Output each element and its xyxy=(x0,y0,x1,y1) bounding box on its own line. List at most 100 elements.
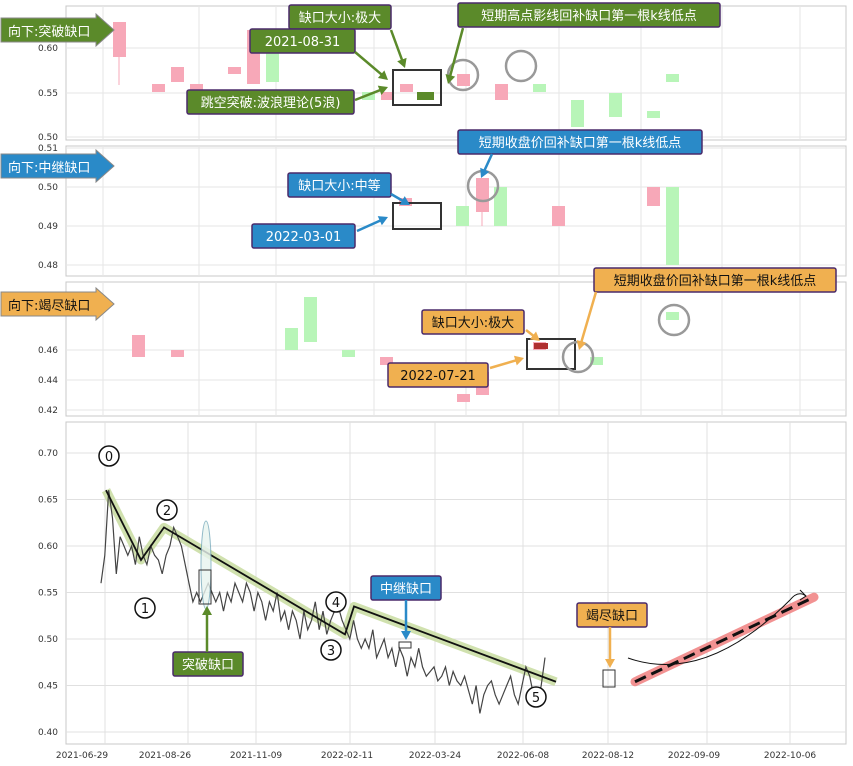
panel-0-candle xyxy=(666,74,679,82)
anno-0-1-box xyxy=(457,2,721,28)
main-arrow-2-head xyxy=(605,659,615,668)
panel-2-ytick-2: 0.46 xyxy=(38,346,58,356)
arrow-0-2-line xyxy=(354,51,385,78)
projection-line xyxy=(634,595,815,684)
wave-circle-5 xyxy=(525,686,547,708)
panel-2-candle xyxy=(132,335,145,357)
main-arrow-1-head xyxy=(401,631,411,640)
panel-2-candle xyxy=(380,357,393,365)
wave-label-1: 1 xyxy=(141,602,149,617)
panel-1-candle xyxy=(494,187,507,226)
panel-2-ytick-0: 0.42 xyxy=(38,406,58,416)
main-label-2-box xyxy=(576,602,648,628)
anno-2-0-box xyxy=(593,267,837,293)
panel-1-ytick-2: 0.50 xyxy=(38,183,58,193)
gap-circle-1 xyxy=(504,49,538,83)
panel-0-ytick-2: 0.60 xyxy=(38,44,58,54)
wave-circle-4 xyxy=(325,591,347,613)
arrow-0-1-head xyxy=(445,74,456,84)
panel-2-ytick-1: 0.44 xyxy=(38,376,58,386)
panel-2-candle xyxy=(342,350,355,357)
anno-2-1-text: 缺口大小:极大 xyxy=(432,316,514,331)
panel-1-candle xyxy=(476,178,489,212)
main-ytick-3: 0.55 xyxy=(38,589,58,599)
arrow-0-0-head xyxy=(397,57,407,68)
panel-1-candle xyxy=(666,187,679,265)
panel-0-candle xyxy=(533,84,546,92)
main-ytick-0: 0.40 xyxy=(38,728,58,738)
gap-circle-4 xyxy=(657,303,691,337)
main-gap-box-1 xyxy=(398,641,412,649)
main-frame xyxy=(65,421,847,745)
panel-1-ytick-1: 0.49 xyxy=(38,222,58,232)
panel-tag-0-shape xyxy=(0,12,115,48)
anno-0-1-text: 短期高点影线回补缺口第一根k线低点 xyxy=(481,8,697,24)
main-ytick-1: 0.45 xyxy=(38,682,58,692)
main-label-0-text: 突破缺口 xyxy=(182,657,234,673)
panel-0-candle xyxy=(190,84,203,90)
panel-0-candle xyxy=(457,74,470,86)
panel-0-candle xyxy=(647,111,660,118)
projection-arc-head xyxy=(799,589,807,601)
anno-1-0-box xyxy=(457,129,703,155)
anno-1-1-text: 缺口大小:中等 xyxy=(298,178,380,194)
main-xtick-7: 2022-09-09 xyxy=(668,751,721,761)
arrow-1-2-line xyxy=(356,217,384,233)
arrow-2-0-head xyxy=(576,339,587,350)
gap-bar-exhaustion xyxy=(534,343,548,349)
wave-label-0: 0 xyxy=(105,450,113,465)
arrow-1-2-head xyxy=(377,216,388,226)
arrow-1-1-head xyxy=(399,196,410,205)
anno-1-0-text: 短期收盘价回补缺口第一根k线低点 xyxy=(479,135,682,151)
main-xtick-1: 2021-08-26 xyxy=(139,751,192,761)
anno-1-2-box xyxy=(251,223,356,249)
main-gap-box-2 xyxy=(602,669,616,688)
panel-0-candle xyxy=(113,22,126,57)
panel-0-candle xyxy=(571,100,584,127)
wave-label-3: 3 xyxy=(327,644,335,659)
panel-0-candle xyxy=(609,93,622,117)
panel-1-ytick-0: 0.48 xyxy=(38,261,58,271)
gap-box-breakaway xyxy=(392,69,442,106)
wave-label-4: 4 xyxy=(332,596,340,611)
arrow-2-1-head xyxy=(529,331,540,341)
anno-0-0-text: 缺口大小:极大 xyxy=(299,11,381,26)
panel-2-candle xyxy=(666,312,679,320)
main-xtick-0: 2021-06-29 xyxy=(56,751,109,761)
projection-arc xyxy=(627,593,807,665)
arrow-0-1-line xyxy=(448,27,465,80)
arrow-1-0-head xyxy=(480,167,490,178)
panel-0-candle xyxy=(495,84,508,100)
panel-tag-2-shape xyxy=(0,286,115,322)
panel-0-candle xyxy=(228,67,241,74)
panel-0-candle xyxy=(400,84,413,92)
arrow-0-3-head xyxy=(377,85,388,95)
anno-2-2-box xyxy=(387,362,489,388)
gap-ellipse-breakaway xyxy=(200,520,212,610)
main-xtick-8: 2022-10-06 xyxy=(764,751,817,761)
main-xtick-2: 2021-11-09 xyxy=(230,751,283,761)
main-xtick-3: 2022-02-11 xyxy=(321,751,373,761)
main-xtick-5: 2022-06-08 xyxy=(497,751,550,761)
panel-2-candle xyxy=(590,357,603,365)
arrow-2-2-head xyxy=(513,355,524,366)
anno-0-3-box xyxy=(186,89,355,115)
panel-frame-2 xyxy=(65,281,847,417)
wave-label-2: 2 xyxy=(163,504,171,519)
gap-bar-breakaway xyxy=(417,92,434,100)
main-label-1-text: 中继缺口 xyxy=(380,582,432,597)
panel-0-candle xyxy=(171,67,184,82)
anno-0-3-text: 跳空突破:波浪理论(5浪) xyxy=(201,95,341,111)
gap-box-runaway xyxy=(392,202,442,230)
arrow-0-3-line xyxy=(354,87,384,102)
anno-1-2-text: 2022-03-01 xyxy=(266,230,342,245)
panel-1-candle xyxy=(647,187,660,206)
wave-line xyxy=(105,489,557,683)
panel-tag-1-shape xyxy=(0,148,115,184)
gap-box-exhaustion xyxy=(526,338,576,370)
panel-tag-0: 向下:突破缺口 xyxy=(8,24,90,40)
anno-0-2-text: 2021-08-31 xyxy=(265,35,341,50)
panel-0-candle xyxy=(152,84,165,92)
